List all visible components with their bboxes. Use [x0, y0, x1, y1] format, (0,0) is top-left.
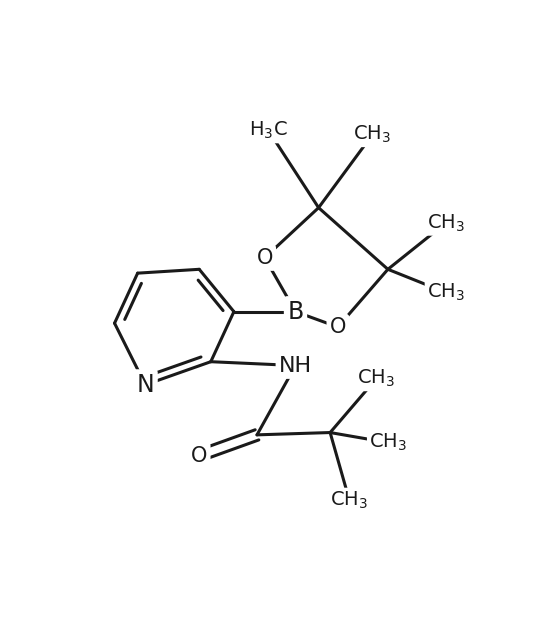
Text: B: B	[287, 300, 303, 324]
Text: CH$_3$: CH$_3$	[330, 490, 368, 511]
Text: O: O	[330, 317, 346, 337]
Text: O: O	[191, 445, 207, 466]
Text: H$_3$C: H$_3$C	[249, 120, 288, 141]
Text: O: O	[257, 248, 273, 268]
Text: CH$_3$: CH$_3$	[427, 282, 465, 303]
Text: CH$_3$: CH$_3$	[427, 212, 465, 234]
Text: CH$_3$: CH$_3$	[353, 124, 391, 145]
Text: N: N	[137, 372, 154, 397]
Text: CH$_3$: CH$_3$	[358, 368, 396, 389]
Text: NH: NH	[279, 356, 312, 376]
Text: CH$_3$: CH$_3$	[369, 432, 407, 453]
